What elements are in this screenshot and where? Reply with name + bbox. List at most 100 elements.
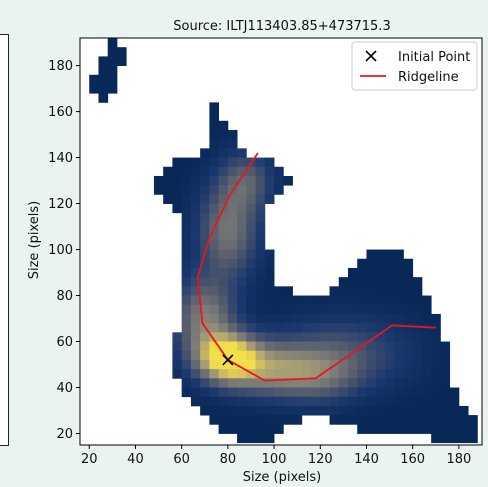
heatmap-cell	[329, 369, 340, 379]
heatmap-cell	[181, 194, 192, 204]
heatmap-cell	[200, 369, 210, 379]
heatmap-cell	[412, 378, 423, 388]
heatmap-cell	[338, 277, 349, 287]
heatmap-cell	[209, 120, 220, 131]
heatmap-cell	[172, 350, 183, 361]
heatmap-cell	[431, 387, 441, 398]
heatmap-cell	[218, 240, 229, 250]
heatmap-cell	[237, 212, 247, 223]
heatmap-cell	[227, 203, 238, 214]
heatmap-cell	[320, 378, 330, 388]
heatmap-cell	[320, 304, 330, 315]
heatmap-cell	[357, 387, 367, 398]
heatmap-cell	[366, 304, 377, 315]
heatmap-cell	[366, 424, 377, 434]
heatmap-cell	[421, 396, 432, 407]
heatmap-cell	[227, 157, 238, 168]
heatmap-cell	[403, 277, 414, 287]
heatmap-cell	[237, 359, 247, 370]
heatmap-cell	[412, 405, 423, 416]
heatmap-cell	[375, 332, 386, 342]
heatmap-cell	[209, 332, 220, 342]
heatmap-cell	[209, 166, 220, 177]
x-tick-label: 20	[81, 452, 98, 467]
heatmap-cell	[227, 341, 238, 352]
heatmap-cell	[98, 93, 109, 103]
heatmap-cell	[394, 286, 404, 296]
heatmap-cell	[384, 332, 395, 342]
heatmap-cell	[412, 304, 423, 315]
heatmap-cell	[338, 341, 349, 352]
heatmap-cell	[255, 304, 266, 315]
heatmap-cell	[98, 74, 109, 85]
heatmap-cell	[283, 295, 293, 306]
y-axis-label: Size (pixels)	[27, 201, 42, 280]
heatmap-cell	[172, 203, 183, 214]
heatmap-cell	[181, 323, 192, 333]
heatmap-cell	[181, 350, 192, 361]
heatmap-cell	[190, 359, 201, 370]
heatmap-cell	[237, 378, 247, 388]
heatmap-cell	[357, 369, 367, 379]
heatmap-cell	[394, 415, 404, 425]
heatmap-cell	[366, 369, 377, 379]
heatmap-cell	[172, 359, 183, 370]
heatmap-cell	[209, 194, 220, 204]
heatmap-cell	[283, 332, 293, 342]
heatmap-cell	[431, 332, 441, 342]
heatmap-cell	[172, 157, 183, 168]
heatmap-cell	[209, 102, 220, 112]
heatmap-cell	[227, 175, 238, 186]
heatmap-cell	[468, 415, 478, 425]
heatmap-cell	[320, 350, 330, 361]
heatmap-cell	[227, 295, 238, 306]
heatmap-cell	[311, 350, 321, 361]
heatmap-cell	[375, 415, 386, 425]
heatmap-cell	[283, 304, 293, 315]
heatmap-cell	[237, 415, 247, 425]
heatmap-cell	[412, 424, 423, 434]
heatmap-cell	[255, 350, 266, 361]
heatmap-cell	[283, 323, 293, 333]
heatmap-cell	[227, 240, 238, 250]
legend: Initial Point Ridgeline	[351, 41, 478, 91]
heatmap-cell	[255, 212, 266, 223]
heatmap-cell	[209, 258, 220, 269]
heatmap-cell	[264, 396, 275, 407]
x-axis-label: Size (pixels)	[243, 470, 322, 485]
heatmap-cell	[274, 415, 284, 425]
heatmap-cell	[200, 405, 210, 416]
heatmap-cell	[421, 341, 432, 352]
heatmap-cell	[237, 249, 247, 260]
heatmap-cell	[431, 415, 441, 425]
heatmap-cell	[255, 157, 266, 168]
heatmap-cell	[348, 304, 358, 315]
heatmap-cell	[274, 185, 284, 195]
heatmap-cell	[237, 277, 247, 287]
heatmap-cell	[311, 405, 321, 416]
heatmap-cell	[394, 396, 404, 407]
heatmap-cell	[412, 341, 423, 352]
heatmap-cell	[283, 350, 293, 361]
heatmap-cell	[264, 166, 275, 177]
y-tick-label: 120	[48, 197, 73, 212]
heatmap-cell	[200, 396, 210, 407]
heatmap-cell	[181, 313, 192, 324]
heatmap-cell	[237, 405, 247, 416]
heatmap-cell	[218, 323, 229, 333]
heatmap-cell	[403, 396, 414, 407]
heatmap-cell	[421, 387, 432, 398]
heatmap-cell	[255, 258, 266, 269]
heatmap-cell	[107, 38, 118, 48]
heatmap-cell	[209, 295, 220, 306]
heatmap-cell	[209, 111, 220, 122]
heatmap-cell	[274, 378, 284, 388]
heatmap-cell	[440, 369, 451, 379]
heatmap-cell	[218, 120, 229, 131]
heatmap-cell	[246, 175, 256, 186]
heatmap-cell	[375, 304, 386, 315]
heatmap-cell	[431, 424, 441, 434]
heatmap-cell	[320, 369, 330, 379]
heatmap-cell	[200, 359, 210, 370]
heatmap-cell	[246, 433, 256, 444]
